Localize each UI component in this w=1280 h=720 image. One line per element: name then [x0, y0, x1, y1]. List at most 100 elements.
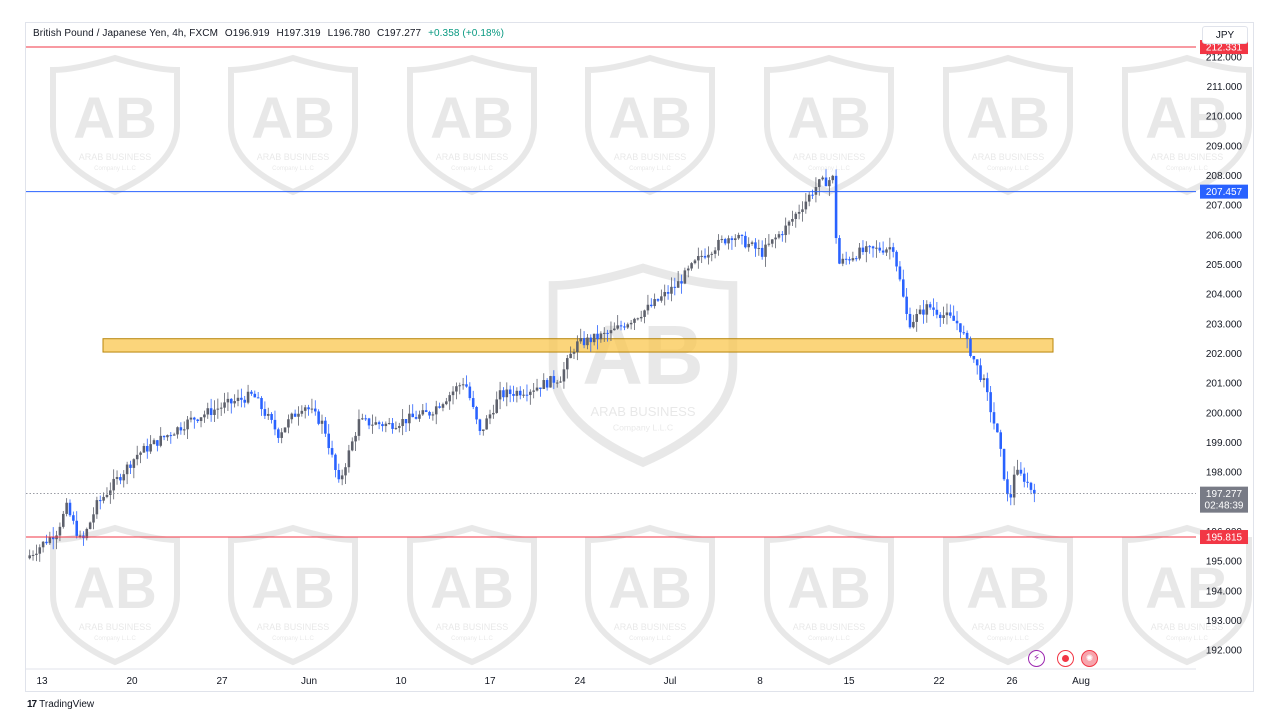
candle-body — [1019, 469, 1023, 474]
watermark-sub: Company L.L.C — [629, 636, 671, 642]
candle-body — [646, 304, 650, 311]
lightning-icon[interactable]: ⚡ — [1028, 650, 1045, 667]
candle-body — [418, 414, 421, 419]
candle-body — [781, 234, 784, 236]
candle-body — [518, 390, 522, 396]
candle-body — [310, 408, 314, 410]
svg-text:AB: AB — [1145, 86, 1229, 151]
candle-body — [922, 309, 925, 315]
candle-body — [690, 263, 693, 269]
candle-body — [273, 419, 277, 430]
candle-body — [381, 424, 384, 427]
svg-text:AB: AB — [608, 556, 692, 621]
candle-body — [532, 390, 535, 392]
candle-body — [838, 238, 841, 264]
candle-body — [986, 378, 989, 393]
time-tick-label: 27 — [216, 676, 228, 687]
tradingview-brand[interactable]: 17 TradingView — [27, 699, 94, 710]
price-tick-label: 198.000 — [1206, 468, 1243, 479]
candle-body — [179, 427, 183, 431]
candle-body — [182, 429, 186, 431]
candle-body — [428, 411, 431, 416]
candle-body — [770, 239, 774, 244]
level-label-bg — [1200, 530, 1248, 545]
candle-body — [797, 211, 801, 214]
candle-body — [639, 316, 643, 319]
candle-body — [330, 448, 334, 455]
record-icon[interactable] — [1057, 650, 1074, 667]
candle-body — [757, 247, 761, 249]
candle-body — [448, 395, 451, 402]
candle-body — [280, 432, 283, 438]
candle-body — [266, 413, 270, 416]
watermark-name: ARAB BUSINESS — [436, 622, 509, 632]
watermark-sub: Company L.L.C — [987, 166, 1029, 172]
symbol-legend: British Pound / Japanese Yen, 4h, FXCM O… — [33, 28, 508, 39]
candle-body — [471, 398, 475, 407]
last-price-label-bg — [1200, 486, 1248, 513]
candle-body — [831, 175, 834, 181]
time-tick-label: Jul — [664, 676, 677, 687]
time-tick-label: 8 — [757, 676, 763, 687]
candle-body — [384, 423, 388, 427]
candle-body — [72, 515, 75, 521]
watermark-sub: Company L.L.C — [808, 636, 850, 642]
candle-body — [616, 325, 619, 329]
watermark-name: ARAB BUSINESS — [793, 152, 866, 162]
tradingview-label: TradingView — [39, 699, 95, 710]
watermark-name: ARAB BUSINESS — [972, 152, 1045, 162]
candle-body — [925, 304, 929, 315]
candle-body — [28, 555, 31, 559]
candle-body — [807, 194, 811, 202]
candle-body — [189, 417, 193, 420]
candle-body — [999, 432, 1002, 449]
candle-body — [92, 514, 95, 523]
candle-body — [750, 242, 754, 244]
level-label-support: 195.815 — [1206, 533, 1243, 544]
candle-body — [606, 332, 609, 334]
candle-body — [45, 541, 48, 544]
svg-text:AB: AB — [430, 86, 514, 151]
candle-body — [824, 177, 828, 187]
globe-icon[interactable]: ✺ — [1081, 650, 1098, 667]
candle-body — [572, 352, 576, 354]
svg-text:AB: AB — [787, 86, 871, 151]
price-tick-label: 210.000 — [1206, 112, 1243, 123]
candle-body — [230, 398, 233, 404]
watermark-name: ARAB BUSINESS — [79, 622, 152, 632]
currency-button[interactable]: JPY — [1202, 26, 1248, 44]
candle-body — [98, 500, 102, 502]
price-tick-label: 200.000 — [1206, 408, 1243, 419]
candle-body — [31, 554, 35, 556]
candle-body — [552, 376, 556, 383]
candle-body — [176, 427, 179, 435]
price-tick-label: 209.000 — [1206, 141, 1243, 152]
candle-body — [777, 234, 781, 238]
candle-body — [398, 426, 401, 428]
watermark-name: ARAB BUSINESS — [436, 152, 509, 162]
candle-body — [844, 258, 848, 260]
candle-body — [754, 242, 757, 249]
candle-body — [350, 441, 354, 451]
candle-body — [371, 424, 374, 426]
candle-body — [522, 394, 525, 396]
price-tick-label: 212.000 — [1206, 52, 1243, 63]
candle-body — [828, 180, 831, 187]
time-axis: 13 20 27 Jun 10 17 24 Jul 8 15 22 26 Aug — [26, 668, 1196, 687]
candle-body — [515, 390, 519, 396]
candle-body — [142, 445, 146, 453]
candle-body — [203, 414, 206, 418]
candle-body — [569, 353, 572, 359]
svg-text:AB: AB — [966, 556, 1050, 621]
watermark-name: ARAB BUSINESS — [257, 152, 330, 162]
candle-body — [129, 464, 132, 468]
candle-body — [535, 387, 539, 391]
time-tick-label: 24 — [574, 676, 586, 687]
svg-text:AB: AB — [966, 86, 1050, 151]
candle-body — [865, 246, 868, 253]
candle-body — [666, 291, 670, 294]
